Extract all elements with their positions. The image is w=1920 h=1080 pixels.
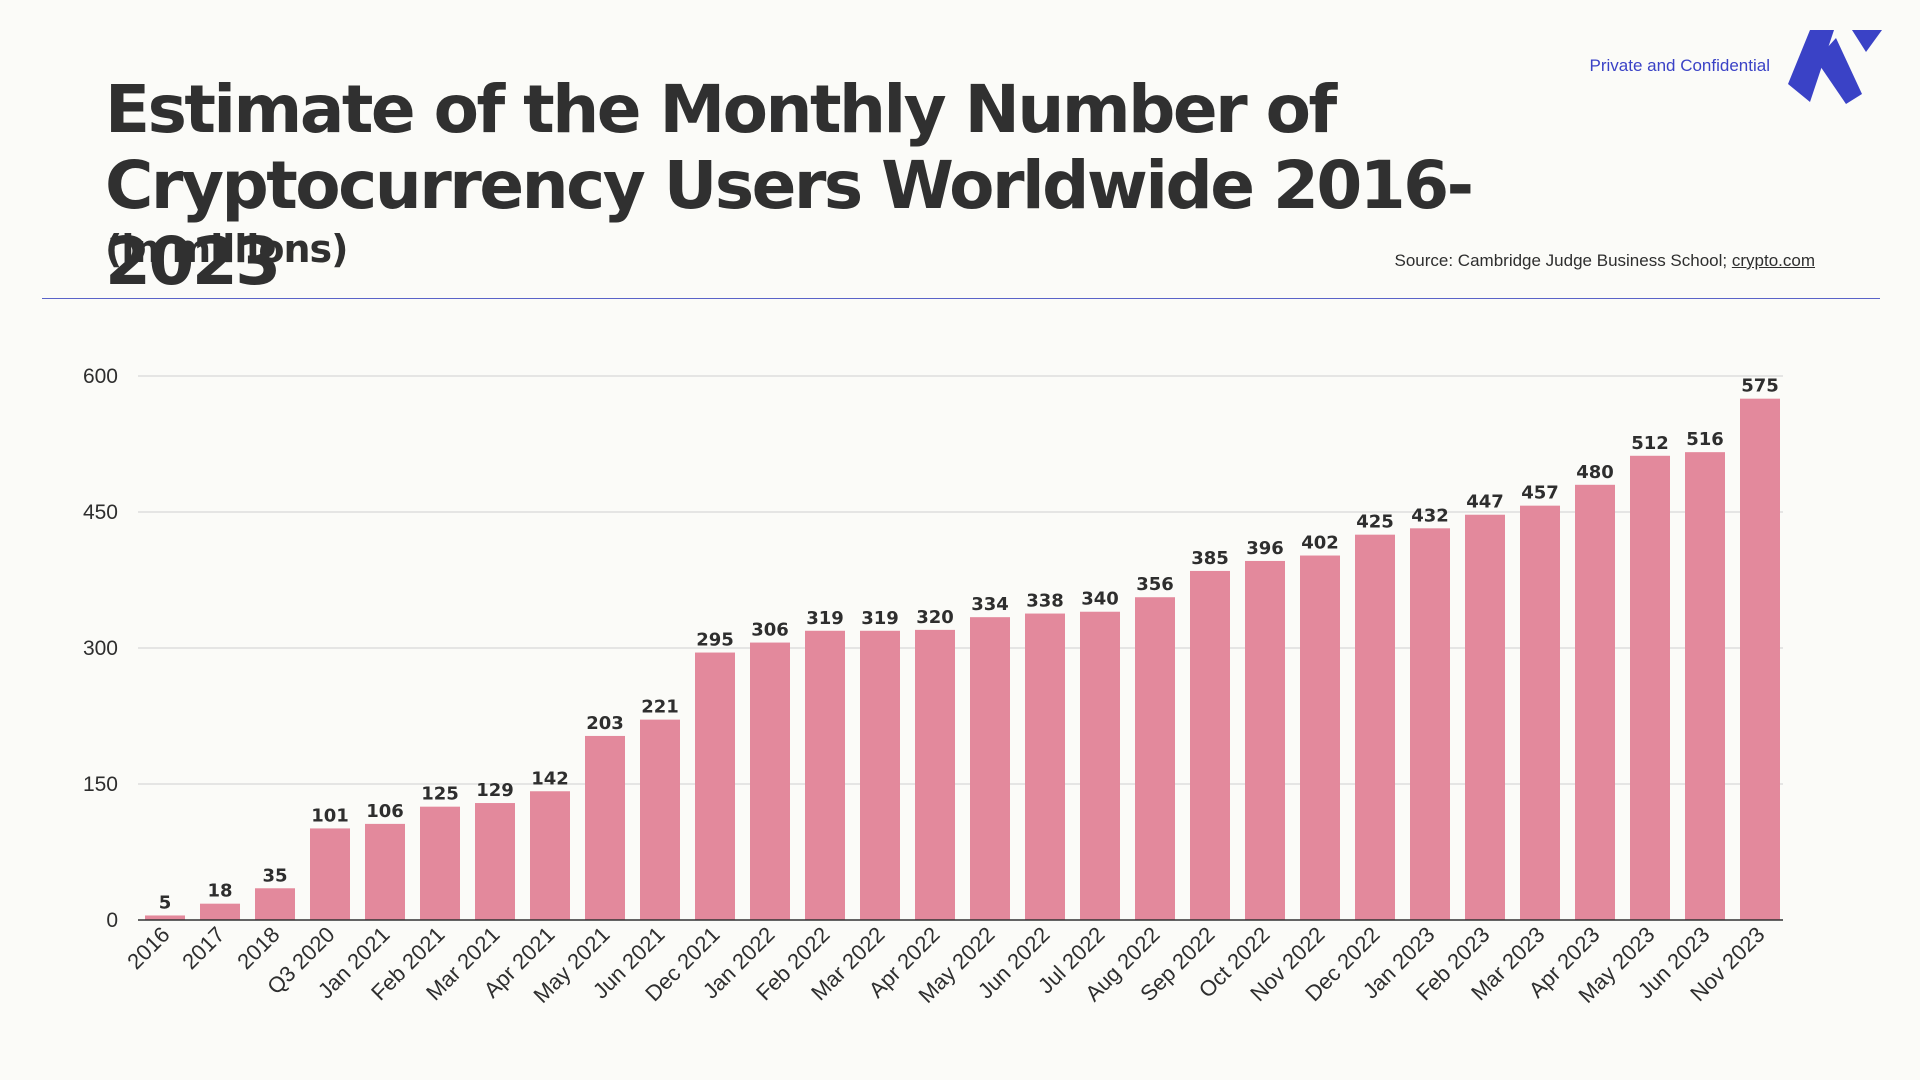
- bar: [640, 719, 680, 920]
- bar: [475, 803, 515, 920]
- bar: [1300, 555, 1340, 920]
- data-label: 129: [476, 780, 514, 801]
- bar: [1630, 455, 1670, 920]
- y-tick-label: 600: [83, 365, 118, 388]
- data-label: 334: [971, 594, 1009, 615]
- x-tick-label: 2017: [177, 922, 229, 974]
- source-link[interactable]: crypto.com: [1731, 251, 1815, 270]
- data-label: 425: [1356, 512, 1394, 533]
- data-label: 5: [159, 892, 172, 913]
- data-label: 320: [916, 607, 954, 628]
- data-label: 101: [311, 805, 349, 826]
- bar: [1740, 398, 1780, 921]
- data-label: 106: [366, 801, 404, 822]
- data-label: 142: [531, 768, 569, 789]
- data-label: 340: [1081, 589, 1119, 610]
- data-label: 319: [806, 608, 844, 629]
- bar: [970, 617, 1010, 920]
- data-label: 516: [1686, 429, 1724, 450]
- header-divider: [42, 298, 1880, 299]
- bar: [585, 735, 625, 920]
- y-tick-label: 300: [83, 637, 118, 660]
- bar: [695, 652, 735, 920]
- bar: [1410, 528, 1450, 920]
- bar: [1245, 560, 1285, 920]
- data-label: 35: [262, 865, 287, 886]
- bar: [530, 791, 570, 920]
- data-label: 457: [1521, 483, 1559, 504]
- bar: [310, 828, 350, 920]
- data-label: 402: [1301, 533, 1339, 554]
- data-label: 356: [1136, 574, 1174, 595]
- y-tick-label: 450: [83, 501, 118, 524]
- y-tick-label: 0: [106, 909, 118, 932]
- data-label: 338: [1026, 591, 1064, 612]
- x-tick-label: 2016: [122, 922, 174, 974]
- bar: [365, 823, 405, 920]
- data-label: 575: [1741, 376, 1779, 397]
- data-label: 203: [586, 713, 624, 734]
- data-label: 396: [1246, 538, 1284, 559]
- bar: [915, 629, 955, 920]
- bar: [420, 806, 460, 920]
- data-label: 480: [1576, 462, 1614, 483]
- bar: [200, 903, 240, 920]
- bar: [860, 630, 900, 920]
- bar: [1465, 514, 1505, 920]
- bar: [1135, 597, 1175, 920]
- data-label: 319: [861, 608, 899, 629]
- brand-logo-icon: [1788, 30, 1882, 104]
- chart-subtitle: (in millions): [105, 227, 349, 271]
- bar: [145, 915, 185, 920]
- data-label: 125: [421, 784, 459, 805]
- data-label: 295: [696, 630, 734, 651]
- data-label: 385: [1191, 548, 1229, 569]
- bar: [1685, 452, 1725, 920]
- source-text: Source: Cambridge Judge Business School;: [1394, 251, 1732, 270]
- source-note: Source: Cambridge Judge Business School;…: [1200, 251, 1816, 271]
- bar: [1575, 484, 1615, 920]
- data-label: 18: [207, 881, 232, 902]
- bar: [805, 630, 845, 920]
- title-line-1: Estimate of the Monthly Number of: [105, 71, 1337, 148]
- bar: [750, 642, 790, 920]
- data-label: 512: [1631, 433, 1669, 454]
- confidential-label: Private and Confidential: [1589, 56, 1770, 75]
- data-label: 306: [751, 620, 789, 641]
- bar: [255, 888, 295, 920]
- y-tick-label: 150: [83, 773, 118, 796]
- bar: [1025, 613, 1065, 920]
- title-line-2: Cryptocurrency Users Worldwide 2016-2023: [105, 147, 1474, 300]
- data-label: 447: [1466, 492, 1504, 513]
- chart-title: Estimate of the Monthly Number of Crypto…: [105, 72, 1605, 300]
- data-label: 432: [1411, 505, 1449, 526]
- bar: [1355, 534, 1395, 920]
- bar: [1520, 505, 1560, 920]
- data-label: 221: [641, 697, 679, 718]
- bar: [1080, 611, 1120, 920]
- bar: [1190, 570, 1230, 920]
